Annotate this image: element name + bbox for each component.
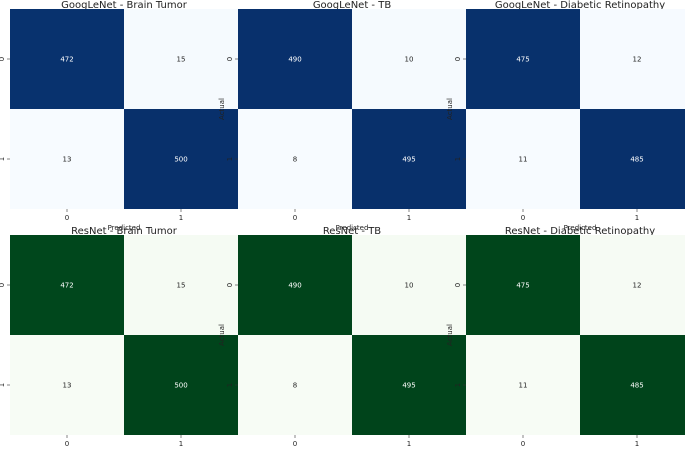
x-tick-label: 0	[293, 214, 297, 222]
cell-value: 475	[516, 56, 529, 64]
heatmap-cell	[466, 235, 580, 335]
heatmap-cell	[352, 235, 466, 335]
y-tick-label: 1	[226, 383, 234, 387]
y-tick-label: 1	[454, 157, 462, 161]
heatmap-cell	[352, 109, 466, 209]
y-tick-label: 1	[226, 157, 234, 161]
x-tick-label: 0	[521, 440, 525, 448]
cell-value: 8	[293, 382, 297, 390]
x-tick-label: 1	[179, 440, 183, 448]
y-axis-label: Actual	[446, 98, 454, 120]
heatmap-cell	[124, 9, 238, 109]
heatmap-cell	[238, 9, 352, 109]
panel-title: GoogLeNet - Diabetic Retinopathy	[495, 0, 665, 11]
x-tick-label: 0	[521, 214, 525, 222]
cell-value: 8	[293, 156, 297, 164]
x-tick-label: 1	[407, 440, 411, 448]
cell-value: 13	[63, 382, 72, 390]
y-tick-label: 1	[454, 383, 462, 387]
y-tick-label: 0	[454, 283, 462, 287]
cell-value: 500	[174, 156, 187, 164]
heatmap-cell	[10, 335, 124, 435]
cell-value: 11	[519, 382, 528, 390]
cell-value: 475	[516, 282, 529, 290]
cell-value: 485	[630, 382, 643, 390]
panel-title: ResNet - TB	[323, 226, 381, 237]
cell-value: 472	[60, 56, 73, 64]
x-tick-label: 0	[293, 440, 297, 448]
heatmap-cell	[124, 109, 238, 209]
x-tick-label: 1	[635, 440, 639, 448]
x-tick-label: 1	[179, 214, 183, 222]
x-tick-label: 0	[65, 440, 69, 448]
heatmap-cell	[580, 9, 685, 109]
cell-value: 10	[405, 282, 414, 290]
x-axis-label: Predicted	[336, 224, 369, 232]
heatmap-cell	[466, 335, 580, 435]
heatmap-cell	[466, 109, 580, 209]
cell-value: 490	[288, 282, 301, 290]
cell-value: 10	[405, 56, 414, 64]
y-axis-label: Actual	[218, 98, 226, 120]
panel-title: GoogLeNet - Brain Tumor	[61, 0, 188, 11]
cell-value: 490	[288, 56, 301, 64]
y-tick-label: 0	[226, 57, 234, 61]
confusion-panel-4: ResNet - Brain Tumor 472 15 13 500 0 1 0 1 Predic…	[0, 226, 238, 448]
cell-value: 472	[60, 282, 73, 290]
heatmap-cell	[580, 335, 685, 435]
cell-value: 12	[633, 56, 642, 64]
y-tick-label: 0	[0, 57, 6, 61]
heatmap-cell	[10, 9, 124, 109]
y-tick-label: 1	[0, 157, 6, 161]
cell-value: 11	[519, 156, 528, 164]
y-tick-label: 0	[226, 283, 234, 287]
y-tick-label: 0	[454, 57, 462, 61]
x-tick-label: 1	[407, 214, 411, 222]
cell-value: 495	[402, 156, 415, 164]
x-tick-label: 0	[65, 214, 69, 222]
y-tick-label: 1	[0, 383, 6, 387]
x-axis-label: Predicted	[108, 224, 141, 232]
cell-value: 12	[633, 282, 642, 290]
cell-value: 13	[63, 156, 72, 164]
panel-title: ResNet - Brain Tumor	[71, 226, 178, 237]
heatmap-cell	[580, 235, 685, 335]
y-tick-label: 0	[0, 283, 6, 287]
cell-value: 15	[177, 282, 186, 290]
panel-title: GoogLeNet - TB	[313, 0, 392, 11]
heatmap-cell	[124, 235, 238, 335]
heatmap-cell	[580, 109, 685, 209]
heatmap-cell	[10, 235, 124, 335]
heatmap-cell	[238, 109, 352, 209]
y-axis-label: Actual	[446, 324, 454, 346]
confusion-panel-1: GoogLeNet - Brain Tumor 472 15 13 500 0 1 0 1 Pre…	[0, 0, 238, 232]
heatmap-cell	[124, 335, 238, 435]
heatmap-cell	[10, 109, 124, 209]
cell-value: 485	[630, 156, 643, 164]
heatmap-cell	[352, 335, 466, 435]
heatmap-cell	[352, 9, 466, 109]
cell-value: 15	[177, 56, 186, 64]
heatmap-cell	[238, 335, 352, 435]
cell-value: 500	[174, 382, 187, 390]
panel-title: ResNet - Diabetic Retinopathy	[505, 226, 655, 237]
x-axis-label: Predicted	[564, 224, 597, 232]
y-axis-label: Actual	[218, 324, 226, 346]
cell-value: 495	[402, 382, 415, 390]
heatmap-cell	[466, 9, 580, 109]
heatmap-cell	[238, 235, 352, 335]
x-tick-label: 1	[635, 214, 639, 222]
